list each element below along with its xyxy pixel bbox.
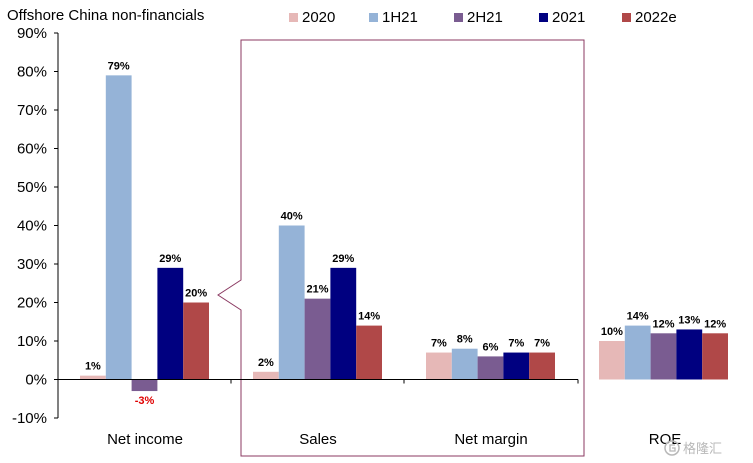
data-label: 2% bbox=[258, 357, 274, 369]
bar bbox=[529, 352, 555, 380]
y-tick-label: 20% bbox=[17, 295, 47, 312]
bar bbox=[80, 375, 106, 380]
bars bbox=[80, 75, 728, 392]
data-label: 13% bbox=[678, 314, 700, 326]
callout-box bbox=[217, 39, 585, 457]
data-label: 21% bbox=[306, 284, 328, 296]
bar bbox=[676, 329, 703, 380]
data-label: 20% bbox=[185, 288, 207, 300]
bar bbox=[650, 333, 677, 380]
category-label: ROE bbox=[649, 431, 682, 448]
bar bbox=[278, 225, 305, 380]
y-tick-label: 10% bbox=[17, 333, 47, 350]
category-labels: Net income Sales Net margin ROE bbox=[107, 431, 681, 448]
callout-outline bbox=[217, 39, 585, 457]
legend-swatch bbox=[289, 13, 298, 22]
y-axis: -10% 0% 10% 20% 30% 40% 50% 60% 70% 80% 90% bbox=[12, 25, 59, 427]
bar bbox=[477, 356, 504, 380]
data-label: 79% bbox=[108, 60, 130, 72]
bar bbox=[157, 267, 184, 380]
y-tick-label: 60% bbox=[17, 141, 47, 158]
y-tick-label: -10% bbox=[12, 410, 47, 427]
data-label: -3% bbox=[135, 395, 155, 407]
x-axis bbox=[58, 379, 579, 384]
legend: 2020 1H21 2H21 2021 2022e bbox=[289, 9, 677, 26]
chart-title: Offshore China non-financials bbox=[7, 7, 204, 24]
data-label: 7% bbox=[431, 338, 447, 350]
legend-label: 2022e bbox=[635, 9, 677, 26]
bar bbox=[253, 371, 279, 380]
data-label: 6% bbox=[483, 341, 499, 353]
y-tick-label: 0% bbox=[25, 372, 47, 389]
data-label: 10% bbox=[601, 326, 623, 338]
bar bbox=[451, 348, 478, 380]
bar bbox=[330, 267, 357, 380]
legend-label: 2020 bbox=[302, 9, 335, 26]
data-label: 12% bbox=[652, 318, 674, 330]
gelonghui-logo-icon bbox=[664, 440, 680, 456]
data-label: 40% bbox=[281, 211, 303, 223]
bar bbox=[624, 325, 651, 380]
bar bbox=[702, 333, 728, 380]
legend-label: 2H21 bbox=[467, 9, 503, 26]
bar bbox=[304, 298, 331, 380]
bar bbox=[503, 352, 530, 380]
category-label: Net income bbox=[107, 431, 183, 448]
data-label: 8% bbox=[457, 334, 473, 346]
y-tick-label: 80% bbox=[17, 64, 47, 81]
bar bbox=[599, 341, 625, 380]
bar bbox=[131, 379, 158, 392]
legend-label: 2021 bbox=[552, 9, 585, 26]
legend-swatch bbox=[622, 13, 631, 22]
y-tick-label: 70% bbox=[17, 102, 47, 119]
data-label: 29% bbox=[159, 253, 181, 265]
y-tick-label: 90% bbox=[17, 25, 47, 42]
y-tick-label: 30% bbox=[17, 256, 47, 273]
legend-label: 1H21 bbox=[382, 9, 418, 26]
watermark-text: 格隆汇 bbox=[683, 441, 722, 456]
legend-swatch bbox=[539, 13, 548, 22]
y-tick-label: 40% bbox=[17, 218, 47, 235]
data-label: 14% bbox=[358, 311, 380, 323]
bar bbox=[183, 302, 209, 380]
legend-swatch bbox=[454, 13, 463, 22]
data-label: 14% bbox=[627, 311, 649, 323]
data-label: 7% bbox=[508, 338, 524, 350]
data-label: 1% bbox=[85, 361, 101, 373]
watermark: 格隆汇 bbox=[664, 440, 722, 456]
data-label: 12% bbox=[704, 318, 726, 330]
data-label: 7% bbox=[534, 338, 550, 350]
data-labels: 1% 2% 7% 10% 79% 40% 8% 14% -3% 21% 6% 12% 29% 29% 7% 1… bbox=[85, 60, 726, 407]
category-label: Net margin bbox=[454, 431, 527, 448]
bar bbox=[105, 75, 132, 380]
bar bbox=[426, 352, 452, 380]
bar bbox=[356, 325, 382, 380]
data-label: 29% bbox=[332, 253, 354, 265]
legend-swatch bbox=[369, 13, 378, 22]
category-label: Sales bbox=[299, 431, 337, 448]
y-tick-label: 50% bbox=[17, 179, 47, 196]
